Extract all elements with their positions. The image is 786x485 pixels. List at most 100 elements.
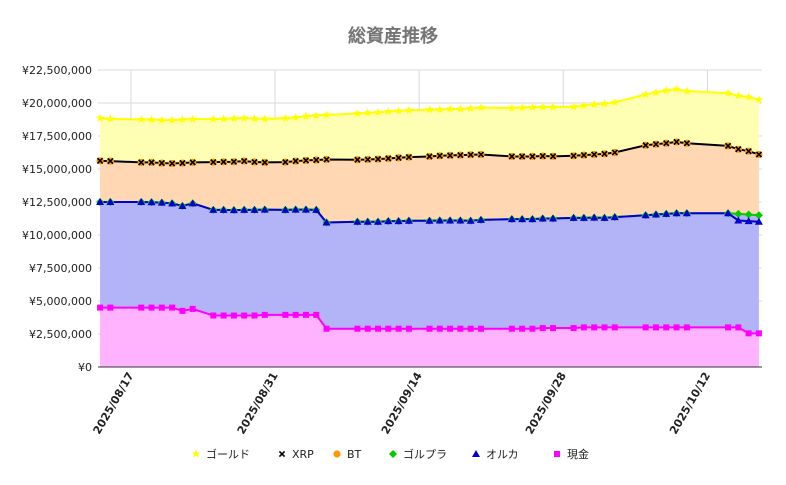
chart-title: 総資産推移 (348, 25, 438, 47)
data-point-x (652, 141, 660, 148)
data-point-square (683, 324, 690, 331)
data-point-square (189, 305, 196, 312)
y-tick-label: ¥2,500,000 (29, 328, 92, 341)
data-point-x (364, 156, 371, 163)
data-point-star (528, 102, 537, 111)
data-point-triangle (651, 210, 660, 218)
data-point-star (384, 107, 393, 116)
data-point-x (518, 153, 526, 160)
data-point-triangle (754, 217, 763, 225)
area-band-1 (100, 89, 759, 164)
y-tick-label: ¥5,000,000 (29, 295, 92, 308)
data-point-square (611, 324, 618, 331)
data-point-triangle (229, 206, 238, 214)
data-point-square (97, 304, 104, 311)
data-point-x (663, 140, 670, 147)
data-point-star (301, 111, 311, 120)
data-point-square (426, 325, 433, 332)
data-point-square (539, 325, 546, 332)
data-point-triangle (260, 205, 269, 213)
data-point-triangle (425, 216, 434, 224)
data-point-triangle (476, 215, 485, 223)
data-point-square (570, 325, 577, 332)
data-point-star (167, 115, 177, 124)
data-point-triangle (291, 205, 300, 213)
data-point-x (549, 153, 557, 160)
data-point-star (610, 97, 620, 106)
data-point-x (611, 149, 618, 156)
data-point-square (354, 325, 361, 332)
data-point-x (220, 158, 227, 166)
data-point-star (435, 105, 445, 114)
data-point-triangle (178, 201, 187, 209)
data-point-star (250, 114, 259, 123)
data-point-diamond (754, 211, 763, 220)
data-point-x (261, 159, 268, 166)
y-tick-label: ¥10,000,000 (22, 229, 92, 242)
data-point-star (517, 103, 527, 112)
legend-label: 現金 (567, 447, 589, 461)
data-point-square (230, 312, 237, 319)
data-point-x (601, 150, 608, 157)
data-point-star (311, 111, 321, 120)
data-point-square (508, 325, 515, 332)
data-point-x (539, 152, 546, 160)
y-tick-label: ¥7,500,000 (29, 262, 92, 275)
data-point-square (364, 325, 371, 332)
data-point-triangle (168, 199, 177, 207)
data-point-triangle (579, 213, 588, 221)
data-point-star (363, 108, 372, 117)
legend-item: XRP (278, 448, 314, 461)
data-point-star (106, 114, 115, 123)
data-point-x (529, 153, 536, 160)
legend-item: BT (333, 448, 362, 461)
data-point-square (210, 312, 217, 319)
data-point-x (96, 157, 104, 164)
data-point-triangle (301, 205, 310, 213)
data-point-star (538, 102, 548, 111)
legend-marker-circle (333, 450, 341, 458)
data-point-square (313, 311, 320, 318)
data-point-square (261, 311, 268, 318)
data-point-square (457, 325, 464, 332)
data-point-star (548, 102, 558, 111)
data-point-square (755, 330, 762, 337)
legend-label: BT (347, 448, 362, 461)
area-band-2 (100, 141, 759, 223)
data-point-triangle (734, 216, 743, 224)
data-point-star (682, 86, 692, 95)
data-point-star (754, 95, 764, 104)
data-point-x (230, 158, 238, 165)
y-tick-label: ¥15,000,000 (22, 163, 92, 176)
legend-item: オルカ (472, 448, 519, 461)
data-point-star (404, 105, 414, 114)
data-point-x (580, 151, 588, 159)
data-point-star (178, 115, 187, 124)
data-point-x (467, 151, 474, 158)
data-point-star (219, 114, 228, 123)
data-point-triangle (724, 209, 733, 217)
data-point-square (745, 330, 752, 337)
data-point-triangle (672, 209, 681, 217)
data-point-x (107, 157, 114, 165)
data-point-star (425, 105, 434, 114)
data-point-x (457, 151, 464, 159)
legend-item: 現金 (554, 447, 589, 461)
data-point-square (467, 325, 474, 332)
data-point-x (158, 159, 165, 167)
data-point-triangle (363, 217, 372, 225)
data-point-x (323, 156, 330, 163)
stacked-areas (100, 89, 759, 367)
data-point-triangle (106, 198, 115, 205)
data-point-star (641, 89, 650, 99)
data-point-triangle (374, 217, 383, 225)
data-point-x (374, 155, 382, 163)
data-point-x (745, 148, 752, 155)
data-point-triangle (219, 205, 228, 213)
data-point-triangle (744, 217, 753, 225)
data-point-square (663, 324, 670, 331)
data-point-x (251, 158, 258, 166)
data-point-star (507, 103, 517, 112)
